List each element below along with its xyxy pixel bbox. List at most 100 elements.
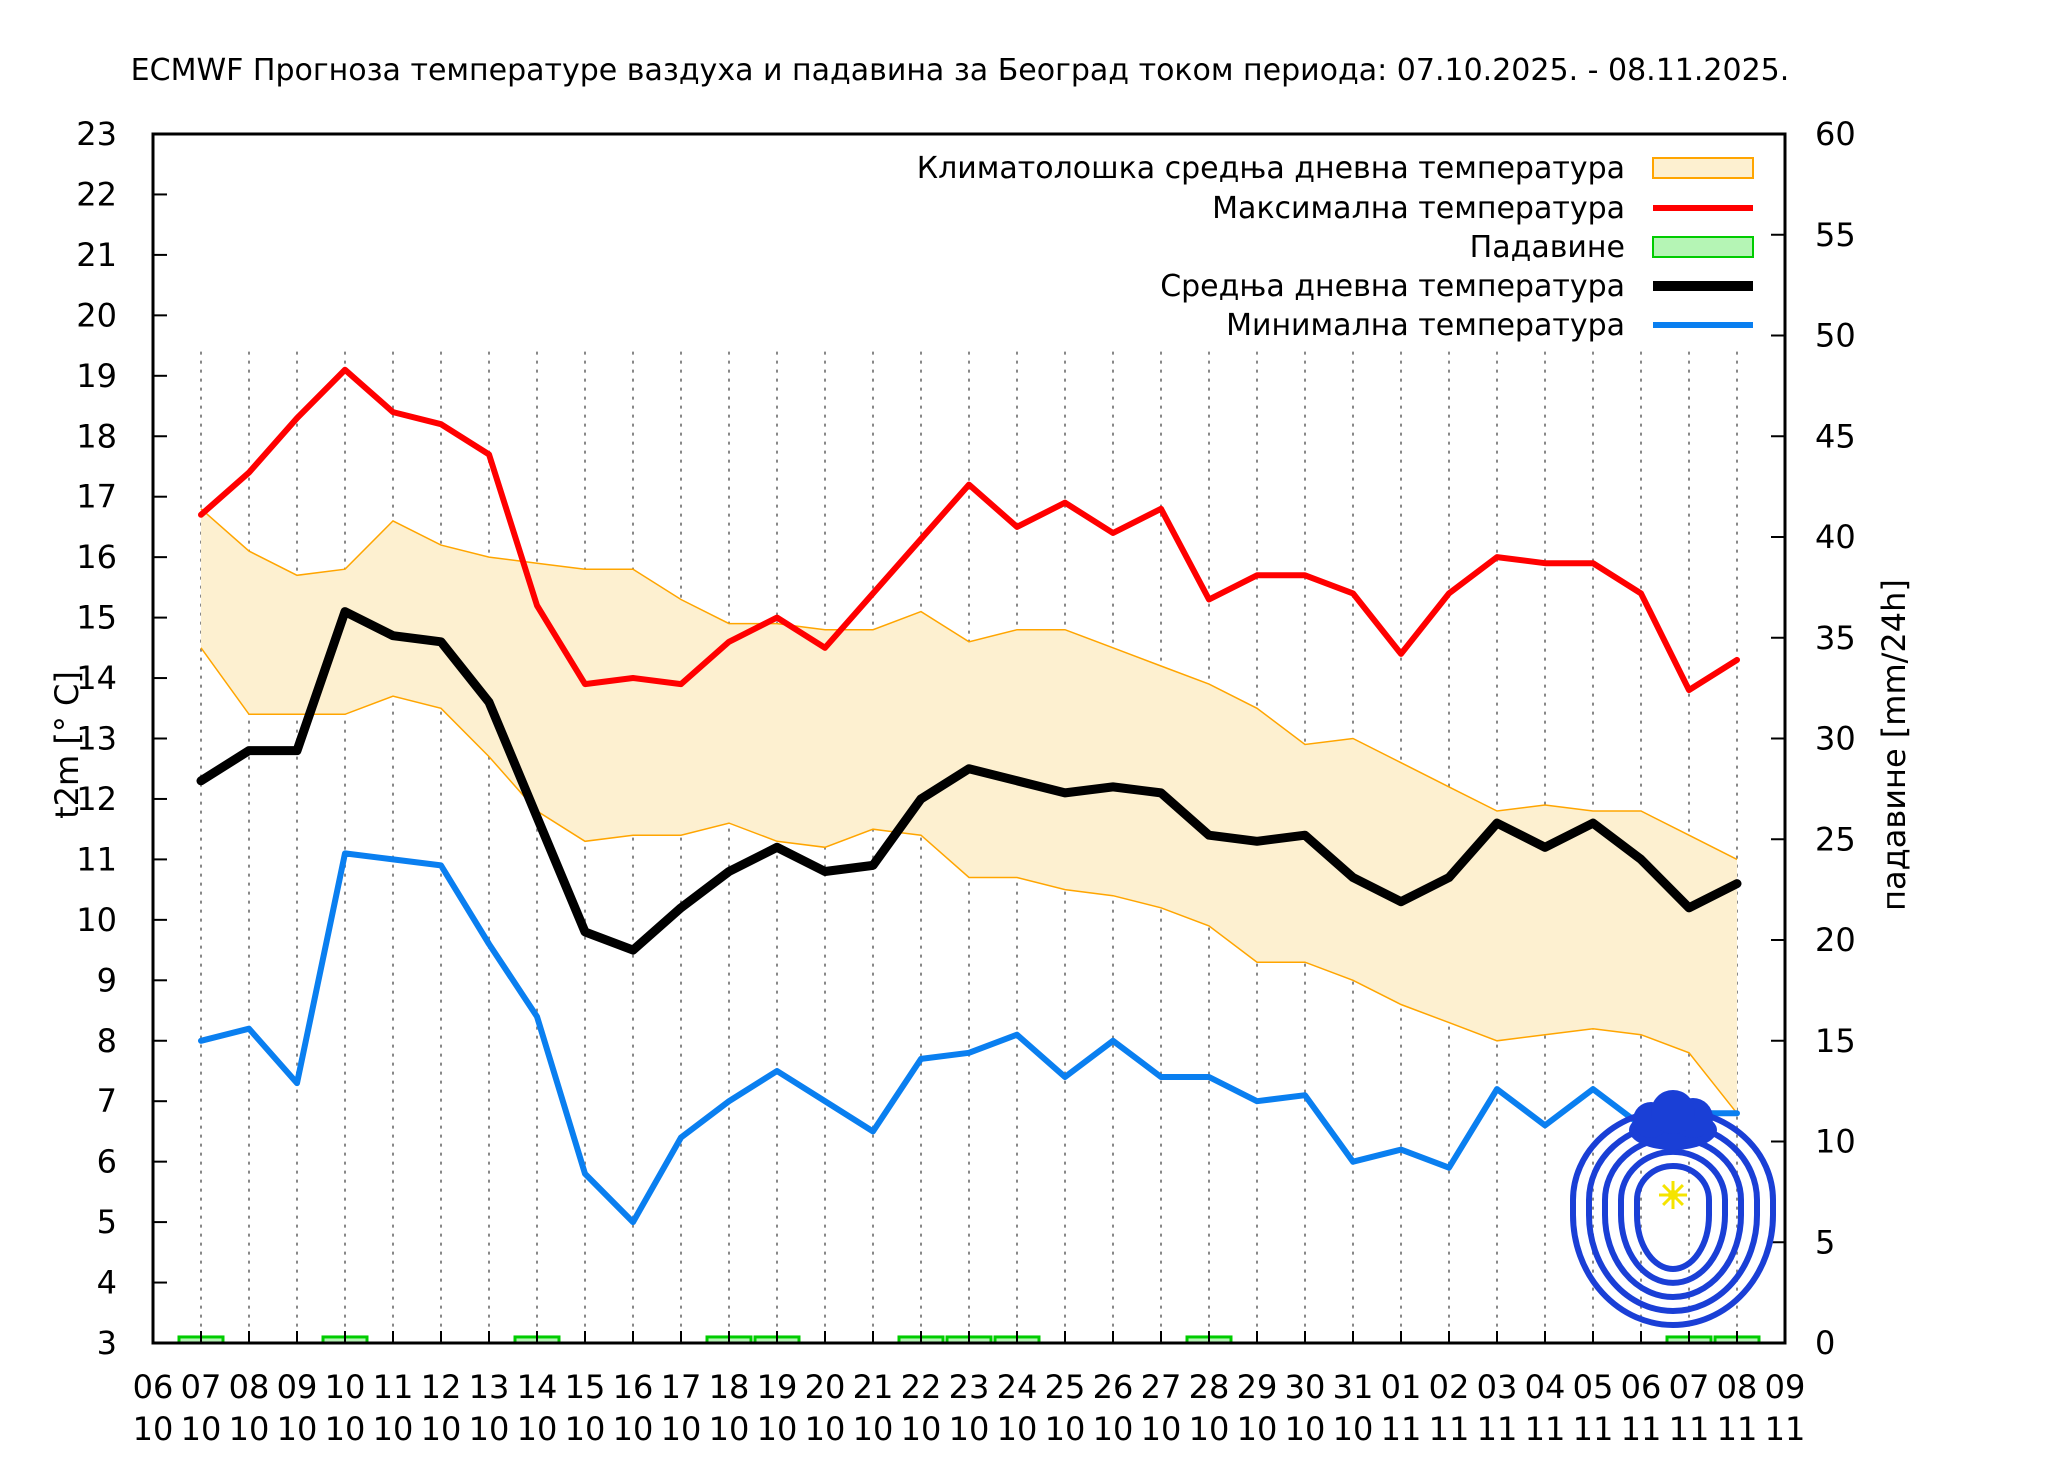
y2-tick-label: 0 <box>1815 1324 1835 1362</box>
y-tick-label: 12 <box>76 780 117 818</box>
x-tick-month: 11 <box>1669 1410 1710 1448</box>
logo-ring <box>1634 1163 1712 1272</box>
x-tick-day: 10 <box>325 1368 366 1406</box>
mean-temperature-line <box>196 607 1742 955</box>
y-tick-label: 16 <box>76 538 117 576</box>
x-tick-month: 10 <box>949 1410 990 1448</box>
y2-tick-label: 60 <box>1815 115 1856 153</box>
logo-sun <box>1668 1190 1678 1200</box>
y2-tick-label: 5 <box>1815 1223 1835 1261</box>
y-tick-label: 13 <box>76 720 117 758</box>
y2-tick-label: 10 <box>1815 1123 1856 1161</box>
y-tick-label: 6 <box>97 1143 117 1181</box>
x-tick-month: 11 <box>1429 1410 1470 1448</box>
x-tick-day: 22 <box>901 1368 942 1406</box>
y-tick-label: 19 <box>76 357 117 395</box>
x-tick-month: 10 <box>1285 1410 1326 1448</box>
x-tick-day: 19 <box>757 1368 798 1406</box>
rhmz-logo-icon <box>1570 1090 1776 1328</box>
x-tick-month: 11 <box>1381 1410 1422 1448</box>
climatology-upper-line <box>200 508 1738 861</box>
y-tick-label: 21 <box>76 236 117 274</box>
logo-ring <box>1602 1135 1744 1300</box>
x-tick-month: 10 <box>901 1410 942 1448</box>
y-tick-label: 14 <box>76 659 117 697</box>
x-tick-month: 10 <box>325 1410 366 1448</box>
min-temperature-line <box>198 850 1740 1226</box>
x-tick-month: 11 <box>1573 1410 1614 1448</box>
x-tick-day: 03 <box>1477 1368 1518 1406</box>
x-tick-day: 07 <box>1669 1368 1710 1406</box>
y-axis-label: t2m [° C] <box>48 671 86 819</box>
x-tick-month: 10 <box>1045 1410 1086 1448</box>
x-tick-month: 10 <box>1093 1410 1134 1448</box>
x-tick-month: 10 <box>805 1410 846 1448</box>
y2-tick-label: 20 <box>1815 921 1856 959</box>
x-tick-month: 10 <box>517 1410 558 1448</box>
x-tick-month: 11 <box>1477 1410 1518 1448</box>
y-tick-label: 10 <box>76 901 117 939</box>
y2-tick-label: 25 <box>1815 820 1856 858</box>
x-tick-month: 10 <box>277 1410 318 1448</box>
x-tick-day: 21 <box>853 1368 894 1406</box>
y2-tick-label: 35 <box>1815 619 1856 657</box>
x-tick-month: 10 <box>229 1410 270 1448</box>
y-tick-label: 8 <box>97 1022 117 1060</box>
x-tick-day: 26 <box>1093 1368 1134 1406</box>
x-tick-day: 31 <box>1333 1368 1374 1406</box>
x-tick-day: 06 <box>1621 1368 1662 1406</box>
legend-label: Падавине <box>1470 230 1625 265</box>
y-tick-label: 23 <box>76 115 117 153</box>
x-tick-month: 10 <box>469 1410 510 1448</box>
x-tick-month: 10 <box>133 1410 174 1448</box>
climatology-band-area <box>201 508 1737 1114</box>
legend: Климатолошка средња дневна температура Ма… <box>917 151 1754 343</box>
y-axis-ticks: 3 4 5 6 7 8 9 10 11 12 13 14 15 16 17 18 19 20 21 22 23 <box>76 115 167 1362</box>
legend-swatch <box>1652 157 1754 179</box>
y-tick-label: 18 <box>76 417 117 455</box>
legend-label: Климатолошка средња дневна температура <box>917 151 1625 186</box>
x-tick-day: 23 <box>949 1368 990 1406</box>
series-lines <box>196 366 1742 1226</box>
x-tick-month: 10 <box>1189 1410 1230 1448</box>
x-tick-month: 10 <box>373 1410 414 1448</box>
x-tick-day: 04 <box>1525 1368 1566 1406</box>
x-tick-day: 18 <box>709 1368 750 1406</box>
x-tick-day: 13 <box>469 1368 510 1406</box>
legend-label: Средња дневна температура <box>1160 269 1625 304</box>
x-tick-day: 06 <box>133 1368 174 1406</box>
x-tick-day: 25 <box>1045 1368 1086 1406</box>
logo-cloud <box>1651 1090 1695 1134</box>
logo-ring <box>1570 1107 1776 1328</box>
x-tick-day: 08 <box>1717 1368 1758 1406</box>
y2-axis-ticks: 0 5 10 15 20 25 30 35 40 45 50 55 60 <box>1771 115 1856 1362</box>
x-tick-month: 10 <box>757 1410 798 1448</box>
x-tick-day: 01 <box>1381 1368 1422 1406</box>
x-tick-month: 10 <box>565 1410 606 1448</box>
x-tick-month: 10 <box>853 1410 894 1448</box>
x-tick-day: 11 <box>373 1368 414 1406</box>
x-tick-day: 20 <box>805 1368 846 1406</box>
legend-label: Минимална температура <box>1226 308 1625 343</box>
chart-title: ECMWF Прогноза температуре ваздуха и пад… <box>131 53 1790 88</box>
x-tick-day: 27 <box>1141 1368 1182 1406</box>
x-tick-day: 02 <box>1429 1368 1470 1406</box>
y2-tick-label: 30 <box>1815 720 1856 758</box>
x-tick-month: 10 <box>181 1410 222 1448</box>
x-tick-day: 29 <box>1237 1368 1278 1406</box>
x-tick-day: 05 <box>1573 1368 1614 1406</box>
x-tick-day: 12 <box>421 1368 462 1406</box>
x-tick-day: 30 <box>1285 1368 1326 1406</box>
y-tick-label: 11 <box>76 840 117 878</box>
x-tick-day: 24 <box>997 1368 1038 1406</box>
x-tick-day: 17 <box>661 1368 702 1406</box>
y-tick-label: 3 <box>97 1324 117 1362</box>
y-tick-label: 20 <box>76 296 117 334</box>
climatology-band <box>200 508 1738 1114</box>
y2-tick-label: 40 <box>1815 518 1856 556</box>
x-tick-month: 11 <box>1525 1410 1566 1448</box>
x-tick-month: 10 <box>613 1410 654 1448</box>
y-tick-label: 9 <box>97 961 117 999</box>
x-tick-month: 10 <box>421 1410 462 1448</box>
